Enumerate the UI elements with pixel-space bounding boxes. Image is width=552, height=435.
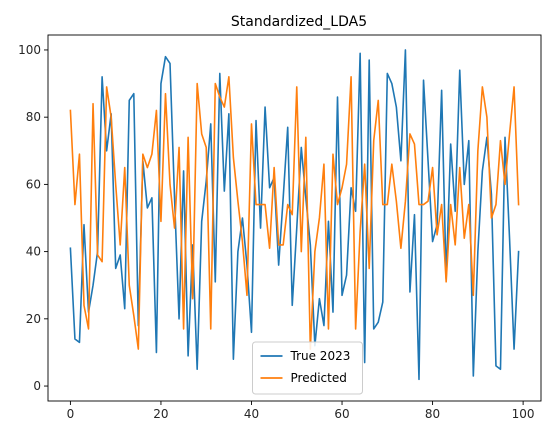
series-line-0 [69, 49, 520, 381]
series-layer [69, 49, 520, 381]
axes-layer: 0 20 40 60 80 100 0 20 40 60 80 100 [18, 34, 542, 421]
x-tick-label: 20 [153, 407, 168, 421]
y-tick-label: 80 [26, 110, 41, 124]
series-line-1 [69, 76, 520, 350]
legend-label-1: Predicted [291, 371, 347, 385]
x-tick-label: 100 [512, 407, 535, 421]
legend-box [252, 341, 363, 395]
y-tick-label: 40 [26, 245, 41, 259]
legend-label-0: True 2023 [290, 349, 351, 363]
y-tick-label: 100 [18, 43, 41, 57]
x-tick-label: 40 [244, 407, 259, 421]
x-tick-label: 80 [425, 407, 440, 421]
y-tick-label: 0 [33, 379, 41, 393]
y-tick-label: 60 [26, 177, 41, 191]
x-tick-label: 60 [334, 407, 349, 421]
chart-title: Standardized_LDA5 [231, 14, 367, 30]
plot-frame [47, 34, 542, 402]
x-tick-label: 0 [67, 407, 75, 421]
legend: True 2023 Predicted [252, 341, 363, 395]
y-tick-label: 20 [26, 312, 41, 326]
